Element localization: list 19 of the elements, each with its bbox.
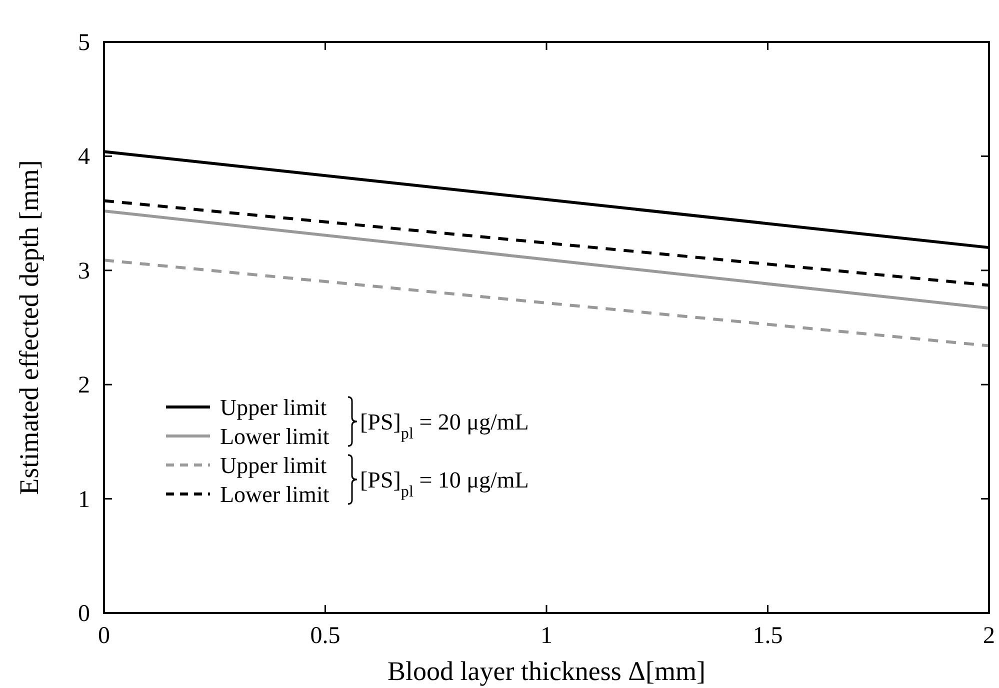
annotation: [PS]$_{pl}$ = 20 μg/mL <box>360 410 529 442</box>
annotation: [PS]$_{pl}$ = 10 μg/mL <box>360 468 529 500</box>
x-tick-label: 1 <box>540 623 552 649</box>
legend-label: Lower limit <box>220 482 330 507</box>
x-tick-label: 2 <box>983 623 995 649</box>
y-tick-label: 2 <box>78 372 90 399</box>
legend-label: Upper limit <box>220 453 328 478</box>
legend-label: Lower limit <box>220 424 330 449</box>
x-tick-label: 0 <box>98 623 110 649</box>
y-tick-label: 5 <box>78 30 90 56</box>
legend-label: Upper limit <box>220 395 328 420</box>
y-tick-label: 4 <box>78 144 90 170</box>
y-axis-title: Estimated effected depth [mm] <box>14 160 44 495</box>
x-tick-label: 0.5 <box>310 623 340 649</box>
y-tick-label: 1 <box>78 486 90 513</box>
x-tick-label: 1.5 <box>752 623 783 649</box>
x-axis-title: Blood layer thickness Δ[mm] <box>387 656 706 686</box>
y-tick-label: 0 <box>78 601 90 627</box>
y-tick-label: 3 <box>78 258 90 284</box>
